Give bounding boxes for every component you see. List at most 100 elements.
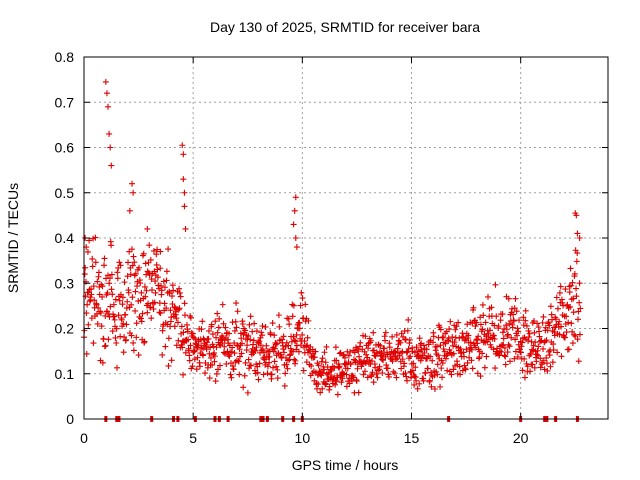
data-point — [431, 372, 438, 379]
data-point — [99, 359, 106, 366]
data-point — [540, 313, 547, 320]
data-point — [199, 318, 206, 325]
data-point — [287, 351, 294, 358]
data-point — [271, 358, 278, 365]
data-point — [567, 282, 574, 289]
data-point — [491, 336, 498, 343]
data-point — [132, 270, 139, 277]
data-point — [206, 350, 213, 357]
data-point — [433, 368, 440, 375]
data-point — [446, 346, 453, 353]
data-point — [530, 318, 537, 325]
data-point — [163, 305, 170, 312]
data-point — [366, 357, 373, 364]
data-point — [501, 352, 508, 359]
data-point — [557, 283, 564, 290]
data-point — [212, 378, 219, 385]
data-point — [398, 330, 405, 337]
data-point — [241, 372, 248, 379]
data-point — [328, 366, 335, 373]
data-point — [315, 362, 322, 369]
data-point — [367, 337, 374, 344]
data-point — [262, 323, 269, 330]
data-point — [434, 361, 441, 368]
data-point — [461, 362, 468, 369]
data-point — [440, 345, 447, 352]
data-point — [575, 308, 582, 315]
data-point — [285, 342, 292, 349]
data-point — [521, 355, 528, 362]
data-point — [180, 151, 187, 158]
data-point — [510, 317, 517, 324]
data-point — [231, 340, 238, 347]
data-point — [150, 247, 157, 254]
data-point — [227, 371, 234, 378]
data-point — [546, 322, 553, 329]
data-point — [326, 383, 333, 390]
data-point — [171, 323, 178, 330]
data-point — [505, 331, 512, 338]
data-point — [230, 366, 237, 373]
data-point — [165, 362, 172, 369]
data-point — [461, 353, 468, 360]
data-point — [537, 364, 544, 371]
data-point — [437, 326, 444, 333]
data-point — [467, 339, 474, 346]
data-point — [123, 336, 130, 343]
data-point — [401, 360, 408, 367]
data-point — [499, 329, 506, 336]
data-point — [146, 272, 153, 279]
data-point — [502, 353, 509, 360]
data-point — [221, 343, 228, 350]
data-point — [405, 316, 412, 323]
data-point — [407, 353, 414, 360]
data-point — [302, 301, 309, 308]
data-point — [508, 334, 515, 341]
data-point — [567, 265, 574, 272]
data-point — [198, 326, 205, 333]
data-point — [256, 360, 263, 367]
data-point — [428, 369, 435, 376]
data-point — [504, 349, 511, 356]
data-point — [207, 354, 214, 361]
data-point — [85, 321, 92, 328]
data-point — [125, 259, 132, 266]
data-point — [480, 312, 487, 319]
data-point — [292, 235, 299, 241]
data-point — [142, 293, 149, 300]
data-point — [270, 348, 277, 355]
data-point — [430, 333, 437, 340]
data-point — [235, 358, 242, 365]
data-point — [205, 335, 212, 342]
data-point — [130, 339, 137, 346]
data-point — [412, 364, 419, 371]
data-point — [291, 207, 298, 214]
data-point — [565, 319, 572, 326]
data-point — [357, 339, 364, 346]
data-point — [571, 331, 578, 338]
data-point — [404, 348, 411, 355]
data-point — [474, 370, 481, 377]
data-point — [213, 334, 220, 341]
data-point — [114, 364, 121, 371]
data-point — [122, 311, 129, 318]
data-point — [142, 260, 149, 267]
data-point — [290, 348, 297, 355]
data-point — [240, 384, 247, 391]
data-point — [181, 300, 188, 307]
data-point — [554, 305, 561, 312]
data-point — [141, 283, 148, 290]
data-point — [456, 363, 463, 370]
data-point — [152, 278, 159, 285]
data-point — [570, 309, 577, 316]
data-point — [247, 336, 254, 343]
data-point — [109, 291, 116, 298]
data-point — [232, 318, 239, 325]
data-point — [319, 385, 326, 392]
data-point — [84, 301, 91, 308]
data-point — [527, 351, 534, 358]
data-point — [486, 327, 493, 334]
data-point — [508, 305, 515, 312]
data-point — [101, 255, 108, 262]
data-point — [567, 303, 574, 310]
